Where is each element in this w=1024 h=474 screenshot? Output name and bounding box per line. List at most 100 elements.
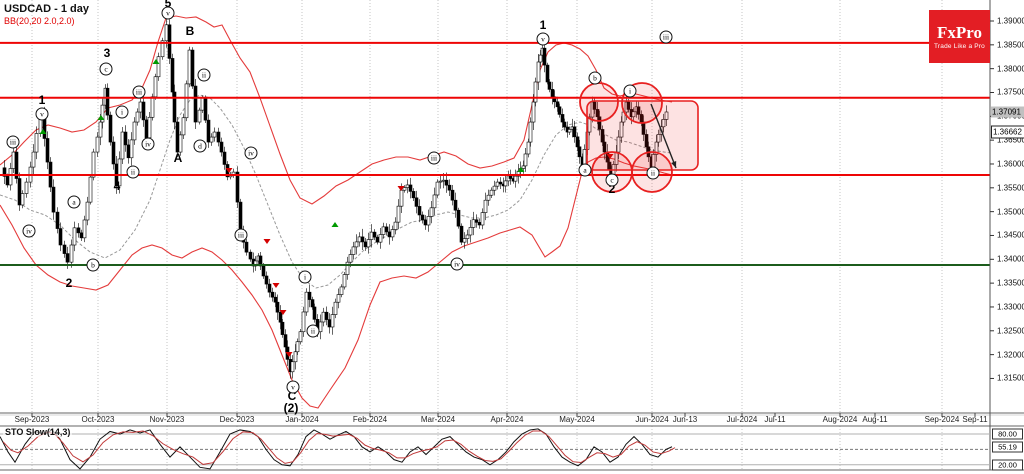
sell-arrow-icon — [397, 186, 405, 191]
wave-circle-label: ii — [646, 166, 660, 180]
time-axis-label: Mar-2024 — [420, 415, 456, 424]
candle-body — [82, 219, 87, 239]
candle-body — [575, 136, 580, 148]
pattern-highlight-circle — [579, 82, 619, 122]
candle-body — [577, 146, 582, 158]
candle-body — [160, 40, 165, 58]
buy-arrow-icon — [152, 59, 160, 64]
candle-body — [261, 265, 266, 277]
sell-arrow-icon — [225, 168, 233, 173]
wave-circle-label: iv — [22, 224, 36, 238]
candle-body — [8, 168, 13, 186]
wave-circle-label: iv — [244, 146, 258, 160]
candle-body — [91, 151, 96, 178]
wave-circle-label: iii — [6, 135, 20, 149]
candle-body — [526, 141, 531, 155]
sell-arrow-icon — [272, 283, 280, 288]
price-axis-label: 1.32000 — [997, 350, 1024, 360]
wave-circle-label: b — [86, 258, 100, 272]
candle-body — [244, 241, 249, 253]
candle-body — [631, 111, 636, 118]
buy-arrow-icon — [517, 167, 525, 172]
candle-body — [2, 167, 7, 177]
wave-label: 5 — [164, 0, 172, 10]
candle-body — [357, 236, 362, 243]
candle-body — [69, 244, 74, 263]
candle-body — [545, 64, 550, 83]
candle-body — [420, 214, 425, 221]
time-axis-label: Jul-2024 — [726, 415, 758, 424]
candle-body — [62, 244, 67, 254]
candle-body — [375, 236, 380, 243]
wave-label: (2) — [283, 401, 299, 415]
candle-body — [150, 96, 155, 118]
wave-circle-label: iii — [132, 85, 146, 99]
candle-body — [468, 227, 473, 236]
wave-circle-label: iii — [427, 151, 441, 165]
price-axis-label: 1.35000 — [997, 207, 1024, 217]
price-axis-label: 1.33000 — [997, 302, 1024, 312]
candle-body — [295, 341, 300, 353]
candle-body — [14, 151, 19, 179]
candle-body — [55, 211, 60, 229]
price-axis-label: 1.36000 — [997, 159, 1024, 169]
candle-body — [536, 61, 541, 83]
candle-body — [560, 114, 565, 123]
wave-circle-label: b — [588, 71, 602, 85]
candle-body — [533, 81, 538, 103]
wave-circle-label: c — [605, 173, 619, 187]
wave-label: 2 — [65, 276, 73, 290]
candle-body — [129, 139, 134, 159]
candle-body — [312, 306, 317, 320]
candle-body — [495, 181, 500, 187]
candle-body — [153, 76, 158, 98]
candle-body — [200, 97, 205, 111]
candle-body — [105, 87, 110, 116]
candle-body — [248, 251, 253, 260]
candle-body — [462, 238, 467, 243]
candle-body — [132, 121, 137, 141]
wave-label: 1 — [539, 18, 547, 32]
candle-body — [654, 141, 659, 155]
wave-label: 4 — [113, 179, 121, 193]
candle-body — [209, 136, 214, 143]
wave-circle-label: iv — [450, 257, 464, 271]
wave-circle-label: ii — [197, 68, 211, 82]
candle-body — [528, 121, 533, 143]
candle-body — [384, 226, 389, 233]
candle-body — [661, 119, 666, 128]
candle-body — [408, 184, 413, 192]
candle-body — [342, 274, 347, 288]
candle-body — [164, 24, 169, 42]
candle-body — [111, 141, 116, 165]
buy-arrow-icon — [97, 115, 105, 120]
fxpro-wordmark: FxPro — [936, 22, 982, 42]
candle-body — [444, 179, 449, 186]
candle-body — [76, 227, 81, 234]
candle-body — [447, 184, 452, 191]
wave-circle-label: iii — [659, 30, 673, 44]
candle-body — [572, 126, 577, 138]
candle-body — [11, 151, 16, 169]
candle-body — [170, 58, 175, 93]
sell-arrow-icon — [606, 154, 614, 159]
candle-body — [126, 144, 131, 159]
candle-body — [369, 231, 374, 240]
current-price-marker: 1.37091 — [991, 106, 1024, 118]
candle-body — [567, 129, 572, 133]
candle-body — [95, 136, 100, 153]
candle-body — [79, 232, 84, 239]
candle-body — [644, 134, 649, 148]
candle-body — [206, 119, 211, 143]
bollinger-lower-band — [0, 156, 673, 409]
wave-label: B — [185, 24, 195, 38]
price-axis-label: 1.37500 — [997, 87, 1024, 97]
candle-body — [513, 175, 518, 182]
wave-circle-label: i — [115, 105, 129, 119]
wave-circle-label: v — [536, 32, 550, 46]
candle-body — [147, 116, 152, 139]
wave-label: C — [287, 389, 297, 403]
candle-body — [550, 89, 555, 98]
time-axis-label: Jan-2024 — [285, 415, 319, 424]
